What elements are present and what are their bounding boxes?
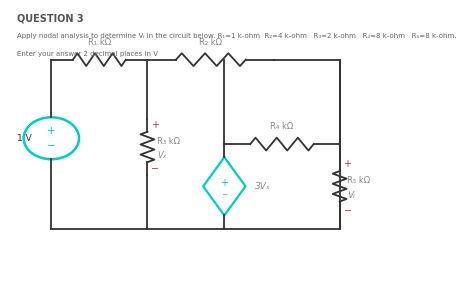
Text: −: −: [221, 191, 228, 200]
Text: −: −: [47, 141, 56, 151]
Text: 1 V: 1 V: [17, 134, 32, 143]
Text: +: +: [220, 178, 228, 188]
Text: Vₓ: Vₓ: [157, 151, 166, 160]
Text: R₁ kΩ: R₁ kΩ: [88, 38, 111, 46]
Text: R₄ kΩ: R₄ kΩ: [270, 122, 293, 131]
Text: 3Vₓ: 3Vₓ: [255, 182, 271, 191]
Text: QUESTION 3: QUESTION 3: [17, 13, 83, 23]
Text: Enter your answer 2 decimal places in V: Enter your answer 2 decimal places in V: [17, 51, 158, 57]
Text: +: +: [47, 126, 55, 136]
Text: R₅ kΩ: R₅ kΩ: [347, 176, 371, 185]
Text: R₂ kΩ: R₂ kΩ: [200, 38, 222, 46]
Text: Vₗ: Vₗ: [347, 191, 355, 200]
Text: −: −: [344, 206, 352, 216]
Text: +: +: [151, 120, 159, 130]
Text: Apply nodal analysis to determine Vₗ in the circuit below. R₁=1 k-ohm  R₂=4 k-oh: Apply nodal analysis to determine Vₗ in …: [17, 34, 456, 39]
Text: +: +: [344, 159, 352, 169]
Text: R₃ kΩ: R₃ kΩ: [157, 137, 180, 146]
Text: −: −: [151, 164, 159, 174]
